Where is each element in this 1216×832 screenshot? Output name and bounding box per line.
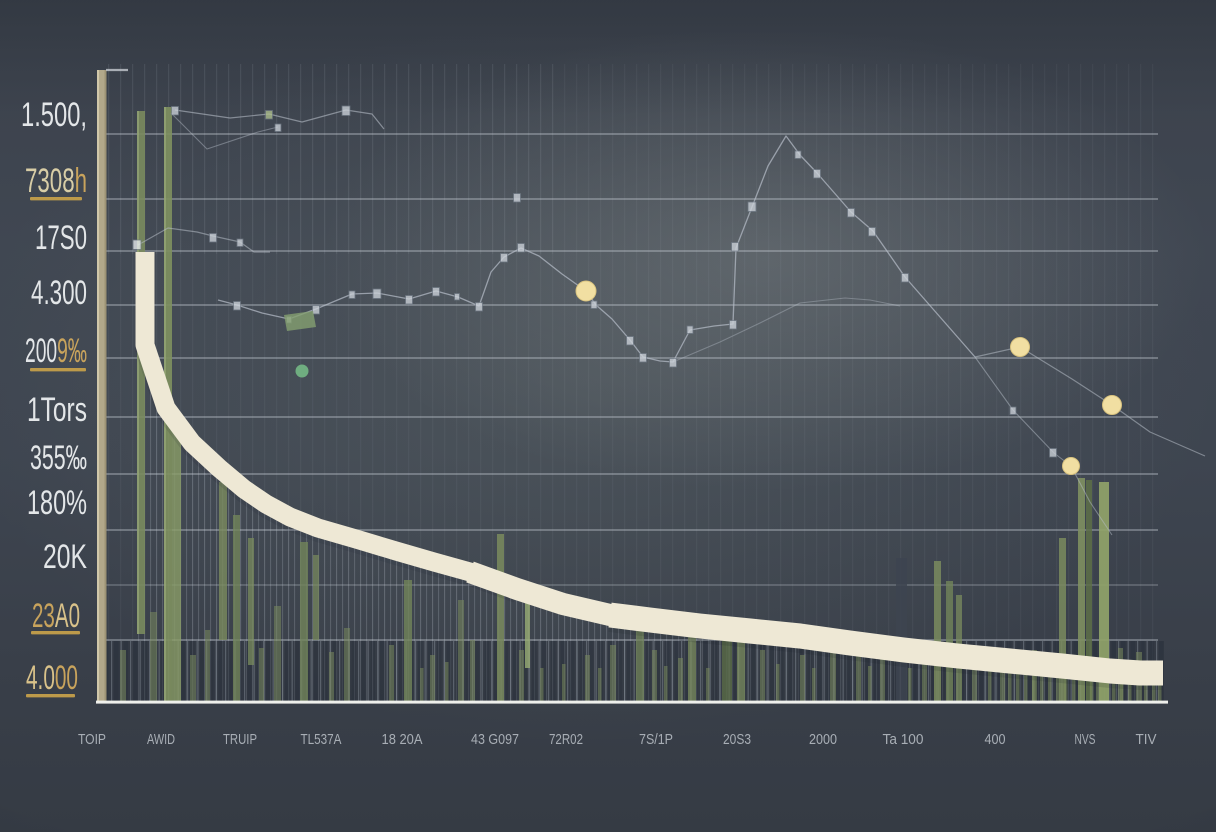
svg-text:7308h: 7308h — [25, 162, 87, 200]
svg-text:AWID: AWID — [147, 732, 175, 748]
svg-text:355‰: 355‰ — [30, 439, 87, 477]
svg-text:18 20A: 18 20A — [382, 732, 423, 748]
svg-text:TL537A: TL537A — [301, 732, 342, 748]
svg-text:72R02: 72R02 — [549, 732, 583, 748]
svg-text:400: 400 — [985, 732, 1006, 748]
svg-text:7S/1P: 7S/1P — [639, 732, 673, 748]
svg-text:20S3: 20S3 — [723, 732, 751, 748]
svg-text:20K: 20K — [43, 538, 87, 576]
svg-text:NVS: NVS — [1075, 732, 1096, 748]
svg-text:TRUIP: TRUIP — [223, 732, 257, 748]
svg-text:180%: 180% — [27, 484, 87, 522]
svg-text:TIV: TIV — [1136, 732, 1157, 748]
svg-text:2000: 2000 — [809, 732, 837, 748]
svg-text:4.300: 4.300 — [31, 274, 87, 312]
svg-text:TOIP: TOIP — [78, 732, 106, 748]
svg-text:23A0: 23A0 — [32, 597, 80, 635]
svg-text:17S0: 17S0 — [35, 219, 87, 257]
svg-text:2009‰: 2009‰ — [25, 332, 87, 370]
svg-text:43 G097: 43 G097 — [471, 732, 519, 748]
svg-text:1.500,: 1.500, — [21, 96, 87, 134]
svg-text:4.000: 4.000 — [26, 659, 78, 697]
svg-text:1Tors: 1Tors — [27, 391, 87, 429]
svg-text:Ta 100: Ta 100 — [883, 732, 924, 748]
